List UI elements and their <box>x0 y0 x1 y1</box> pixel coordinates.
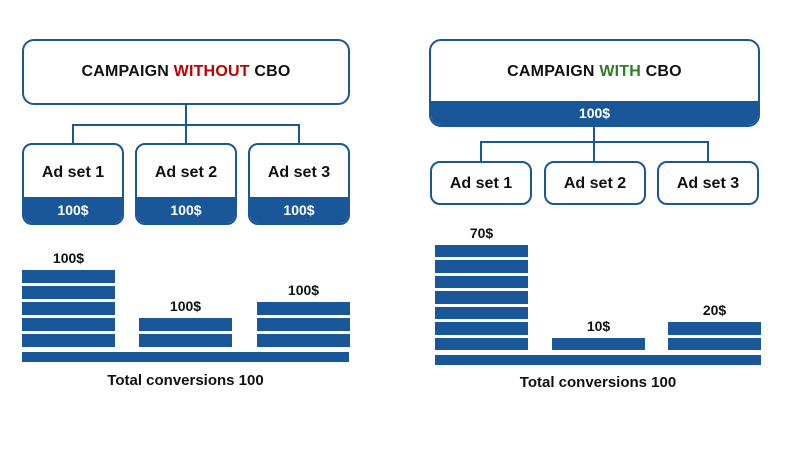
right-bar-3-segment <box>668 337 761 350</box>
left-adset-1: Ad set 1 100$ <box>22 143 124 225</box>
right-adset-1: Ad set 1 <box>430 161 532 205</box>
left-bar-1-segment <box>22 318 115 331</box>
right-bar-1-segment <box>435 244 528 257</box>
right-total-conversions: Total conversions 100 <box>519 374 677 391</box>
left-bar-3-label: 100$ <box>287 282 320 298</box>
right-bar-2-segment <box>552 337 645 350</box>
without-highlight: WITHOUT <box>173 63 250 80</box>
connector-line <box>185 124 187 144</box>
left-bar-1-label: 100$ <box>52 250 85 266</box>
right-bar-1-segment <box>435 260 528 273</box>
left-bar-3-segment <box>257 334 350 347</box>
campaign-without-cbo-title: CAMPAIGN WITHOUT CBO <box>81 63 291 80</box>
right-bar-1-segment <box>435 291 528 304</box>
adset-label: Ad set 1 <box>41 164 105 181</box>
adset-budget: 100$ <box>24 197 122 223</box>
right-bar-2-label: 10$ <box>586 317 611 334</box>
connector-line <box>72 124 74 144</box>
adset-label: Ad set 1 <box>449 175 513 192</box>
left-baseline <box>22 352 349 362</box>
right-bar-1-segment <box>435 322 528 335</box>
right-bar-3-segment <box>668 322 761 335</box>
adset-label: Ad set 2 <box>563 175 627 192</box>
left-total-conversions: Total conversions 100 <box>107 372 264 389</box>
right-baseline <box>435 355 761 365</box>
right-bar-1-label: 70$ <box>469 224 494 241</box>
left-bar-1-segment <box>22 270 115 283</box>
right-bar-1-segment <box>435 306 528 319</box>
left-bar-1-segment <box>22 334 115 347</box>
right-bar-1-segment <box>435 275 528 288</box>
connector-line <box>185 105 187 125</box>
left-bar-3-segment <box>257 302 350 315</box>
campaign-without-cbo-box: CAMPAIGN WITHOUT CBO <box>22 39 350 105</box>
right-adset-2: Ad set 2 <box>544 161 646 205</box>
with-highlight: WITH <box>599 63 642 80</box>
adset-label: Ad set 3 <box>676 175 740 192</box>
adset-budget: 100$ <box>137 197 235 223</box>
left-bar-2-label: 100$ <box>169 298 202 314</box>
left-adset-3: Ad set 3 100$ <box>248 143 350 225</box>
connector-line <box>593 141 595 162</box>
left-bar-1-segment <box>22 302 115 315</box>
campaign-with-cbo-box: CAMPAIGN WITH CBO 100$ <box>429 39 760 127</box>
connector-line <box>480 141 482 162</box>
adset-budget: 100$ <box>250 197 348 223</box>
campaign-budget: 100$ <box>431 101 758 125</box>
connector-line <box>298 124 300 144</box>
right-adset-3: Ad set 3 <box>657 161 759 205</box>
campaign-with-cbo-title: CAMPAIGN WITH CBO <box>507 63 682 80</box>
left-bar-3-segment <box>257 318 350 331</box>
connector-line <box>707 141 709 162</box>
right-bar-1-segment <box>435 337 528 350</box>
left-bar-2-segment <box>139 334 232 347</box>
left-bar-2-segment <box>139 318 232 331</box>
connector-line <box>593 127 595 142</box>
adset-label: Ad set 3 <box>267 164 331 181</box>
left-adset-2: Ad set 2 100$ <box>135 143 237 225</box>
adset-label: Ad set 2 <box>154 164 218 181</box>
left-bar-1-segment <box>22 286 115 299</box>
right-bar-3-label: 20$ <box>702 302 727 318</box>
